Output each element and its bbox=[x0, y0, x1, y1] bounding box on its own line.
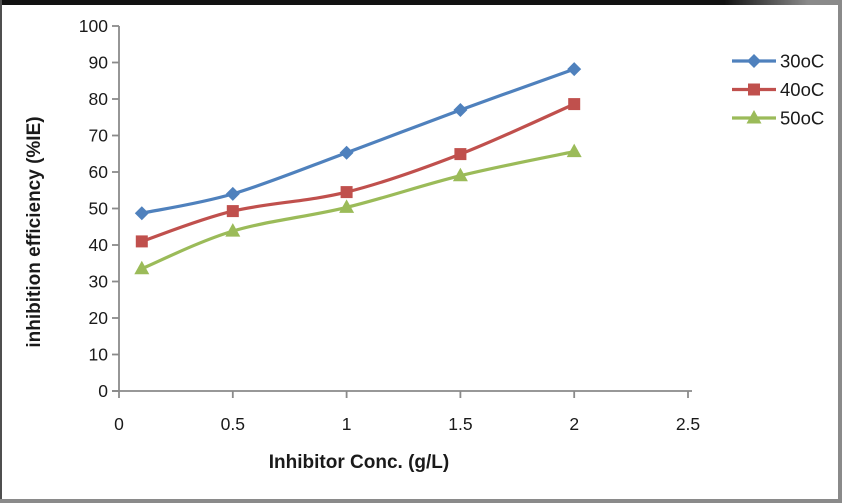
y-tick-label: 30 bbox=[89, 272, 109, 292]
frame-border-right bbox=[838, 0, 842, 503]
frame-border-left bbox=[0, 0, 2, 503]
x-tick-label: 0.5 bbox=[221, 414, 245, 434]
data-point-30oC bbox=[339, 145, 354, 160]
data-point-50oC bbox=[566, 143, 582, 158]
legend-marker-diamond bbox=[747, 54, 761, 68]
x-tick-label: 2 bbox=[569, 414, 579, 434]
data-point-50oC bbox=[339, 199, 355, 213]
y-tick-label: 90 bbox=[89, 53, 109, 73]
y-tick-label: 100 bbox=[79, 16, 108, 36]
x-tick-label: 1.5 bbox=[448, 414, 472, 434]
legend-item: 40oC bbox=[732, 79, 824, 100]
data-point-50oC bbox=[225, 223, 241, 237]
data-point-30oC bbox=[134, 206, 149, 221]
data-point-30oC bbox=[225, 186, 240, 201]
data-point-30oC bbox=[453, 103, 468, 117]
y-tick-label: 50 bbox=[89, 199, 109, 219]
legend-label: 30oC bbox=[780, 51, 824, 72]
frame-border-top bbox=[0, 0, 842, 5]
x-tick-label: 0 bbox=[114, 414, 124, 434]
legend-marker-square bbox=[748, 83, 760, 96]
series-group bbox=[134, 62, 582, 275]
data-point-50oC bbox=[452, 167, 468, 182]
legend-item: 30oC bbox=[732, 51, 824, 72]
data-point-50oC bbox=[134, 260, 150, 275]
x-axis-title: Inhibitor Conc. (g/L) bbox=[269, 452, 449, 473]
axes: 0 10 20 30 40 50 60 70 80 90 100 0 0.5 1 1.5 2 2.5 bbox=[79, 16, 700, 434]
y-axis-title: inhibition efficiency (%IE) bbox=[24, 116, 45, 347]
y-tick-label: 60 bbox=[89, 162, 109, 182]
data-point-40oC bbox=[568, 98, 581, 111]
data-point-40oC bbox=[340, 186, 353, 199]
y-tick-label: 10 bbox=[89, 345, 109, 365]
frame-border-bottom bbox=[0, 499, 842, 503]
x-tick-label: 1 bbox=[342, 414, 352, 434]
legend: 30oC 40oC 50oC bbox=[732, 51, 824, 129]
y-tick-label: 80 bbox=[89, 89, 109, 109]
data-point-40oC bbox=[226, 205, 239, 218]
legend-label: 50oC bbox=[780, 108, 824, 129]
legend-marker-triangle bbox=[746, 110, 762, 124]
y-tick-label: 40 bbox=[89, 235, 109, 255]
x-tick-label: 2.5 bbox=[676, 414, 700, 434]
series-line-50oC bbox=[140, 150, 576, 271]
data-point-30oC bbox=[567, 62, 582, 77]
y-tick-label: 20 bbox=[89, 308, 109, 328]
series-line-40oC bbox=[140, 102, 576, 243]
legend-item: 50oC bbox=[732, 108, 824, 129]
series-line-30oC bbox=[140, 67, 576, 215]
data-point-40oC bbox=[135, 235, 148, 248]
legend-label: 40oC bbox=[780, 79, 824, 100]
y-tick-label: 70 bbox=[89, 126, 109, 146]
data-point-40oC bbox=[454, 148, 467, 161]
y-tick-label: 0 bbox=[98, 381, 108, 401]
